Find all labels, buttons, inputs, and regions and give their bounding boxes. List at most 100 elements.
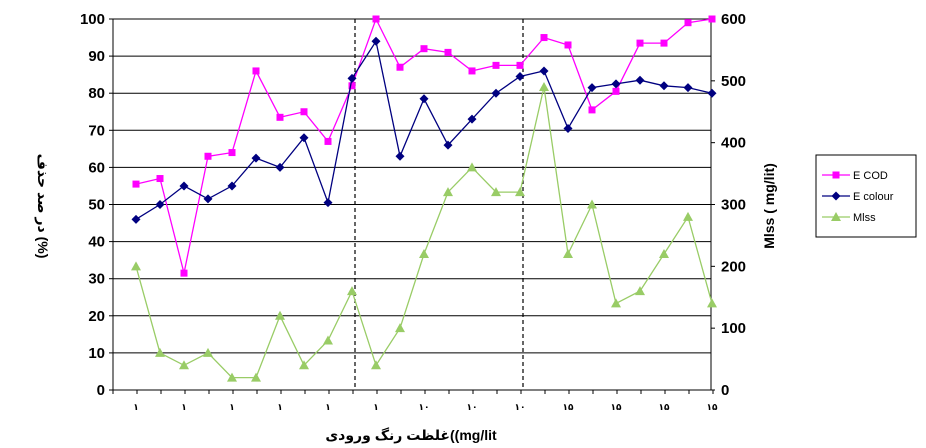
legend-label: E COD <box>853 170 888 182</box>
data-point <box>492 61 500 69</box>
data-point <box>540 34 548 42</box>
reference-lines <box>354 19 524 390</box>
data-point <box>588 106 596 114</box>
legend-entry: E colour <box>822 191 894 203</box>
series-group <box>131 15 717 382</box>
data-point <box>708 15 716 23</box>
y-axis-right-title: Mlss ( mg/lit) <box>761 163 777 249</box>
legend: E COD E colour Mlss <box>815 154 917 238</box>
y-left-tick-label: 90 <box>88 48 105 65</box>
data-point <box>612 87 620 95</box>
legend-marker <box>831 191 841 201</box>
data-point <box>323 335 333 345</box>
data-point <box>395 151 405 161</box>
y-right-tick-label: 200 <box>721 258 746 275</box>
x-axis: ۱ ۱ ۱ ۱ ۱ ۱ ۱۰ ۱۰ ۱۰ ۱۵ ۱۵ ۱۵ ۱۵ <box>112 390 718 412</box>
y-left-tick-label: 0 <box>97 382 105 399</box>
y-left-tick-label: 10 <box>88 345 105 362</box>
y-axis-right: 0 100 200 300 400 500 600 <box>711 11 746 399</box>
legend-marker <box>831 212 841 221</box>
data-point <box>539 66 549 76</box>
data-point <box>683 83 693 93</box>
x-tick-label: ۱۰ <box>419 402 430 412</box>
data-point <box>347 286 357 296</box>
x-tick-label: ۱۵ <box>611 402 622 412</box>
y-left-tick-label: 40 <box>88 234 105 251</box>
x-tick-label: ۱۵ <box>659 402 670 412</box>
data-point <box>203 347 213 357</box>
data-point <box>491 187 501 197</box>
x-tick-label: ۱ <box>229 402 235 412</box>
x-tick-label: ۱۰ <box>467 402 478 412</box>
data-point <box>156 175 164 183</box>
x-tick-label: ۱۵ <box>707 402 718 412</box>
data-point <box>467 162 477 172</box>
data-point <box>299 360 309 370</box>
data-point <box>660 39 668 47</box>
data-point <box>179 360 189 370</box>
legend-marker <box>832 171 840 179</box>
y-right-tick-label: 400 <box>721 135 746 152</box>
data-point <box>683 211 693 221</box>
data-point <box>444 48 452 56</box>
data-point <box>635 75 645 85</box>
data-point <box>131 214 141 224</box>
data-point <box>467 114 477 124</box>
data-point <box>563 123 573 133</box>
data-point <box>707 298 717 308</box>
y-left-tick-label: 30 <box>88 271 105 288</box>
x-tick-label: ۱ <box>133 402 139 412</box>
data-point <box>203 194 213 204</box>
data-point <box>539 82 549 92</box>
series-e-cod <box>132 15 716 277</box>
data-point <box>468 67 476 75</box>
x-tick-label: ۱ <box>325 402 331 412</box>
data-point <box>371 360 381 370</box>
data-point <box>275 162 285 172</box>
y-left-tick-label: 70 <box>88 122 105 139</box>
data-point <box>204 152 212 160</box>
legend-entry: Mlss <box>822 212 876 224</box>
data-point <box>372 15 380 23</box>
data-point <box>515 187 525 197</box>
data-point <box>516 61 524 69</box>
data-point <box>443 140 453 150</box>
y-right-tick-label: 600 <box>721 11 746 28</box>
data-point <box>155 347 165 357</box>
data-point <box>348 82 356 90</box>
data-point <box>707 88 717 98</box>
x-tick-label: ۱۵ <box>563 402 574 412</box>
data-point <box>587 83 597 93</box>
y-left-tick-label: 100 <box>80 11 105 28</box>
data-point <box>611 298 621 308</box>
y-axis-left: 0 10 20 30 40 50 60 70 80 90 100 <box>80 11 113 399</box>
data-point <box>659 81 669 91</box>
data-point <box>180 269 188 277</box>
x-tick-label: ۱۰ <box>515 402 526 412</box>
data-point <box>228 149 236 157</box>
data-point <box>420 45 428 53</box>
data-point <box>276 113 284 121</box>
data-point <box>299 133 309 143</box>
data-point <box>419 94 429 104</box>
y-right-tick-label: 300 <box>721 197 746 214</box>
data-point <box>564 41 572 49</box>
data-point <box>396 63 404 71</box>
y-left-tick-label: 80 <box>88 85 105 102</box>
data-point <box>227 372 237 382</box>
x-tick-label: ۱ <box>277 402 283 412</box>
x-tick-label: ۱ <box>181 402 187 412</box>
x-axis-title: غلظت رنگ ورودی((mg/lit <box>325 427 497 444</box>
data-point <box>371 36 381 46</box>
data-point <box>323 198 333 208</box>
data-point <box>324 137 332 145</box>
y-right-tick-label: 500 <box>721 73 746 90</box>
data-point <box>179 181 189 191</box>
y-right-tick-label: 0 <box>721 382 729 399</box>
data-point <box>659 248 669 258</box>
data-point <box>635 286 645 296</box>
data-point <box>347 73 357 83</box>
data-point <box>587 199 597 209</box>
legend-entry: E COD <box>822 170 888 182</box>
